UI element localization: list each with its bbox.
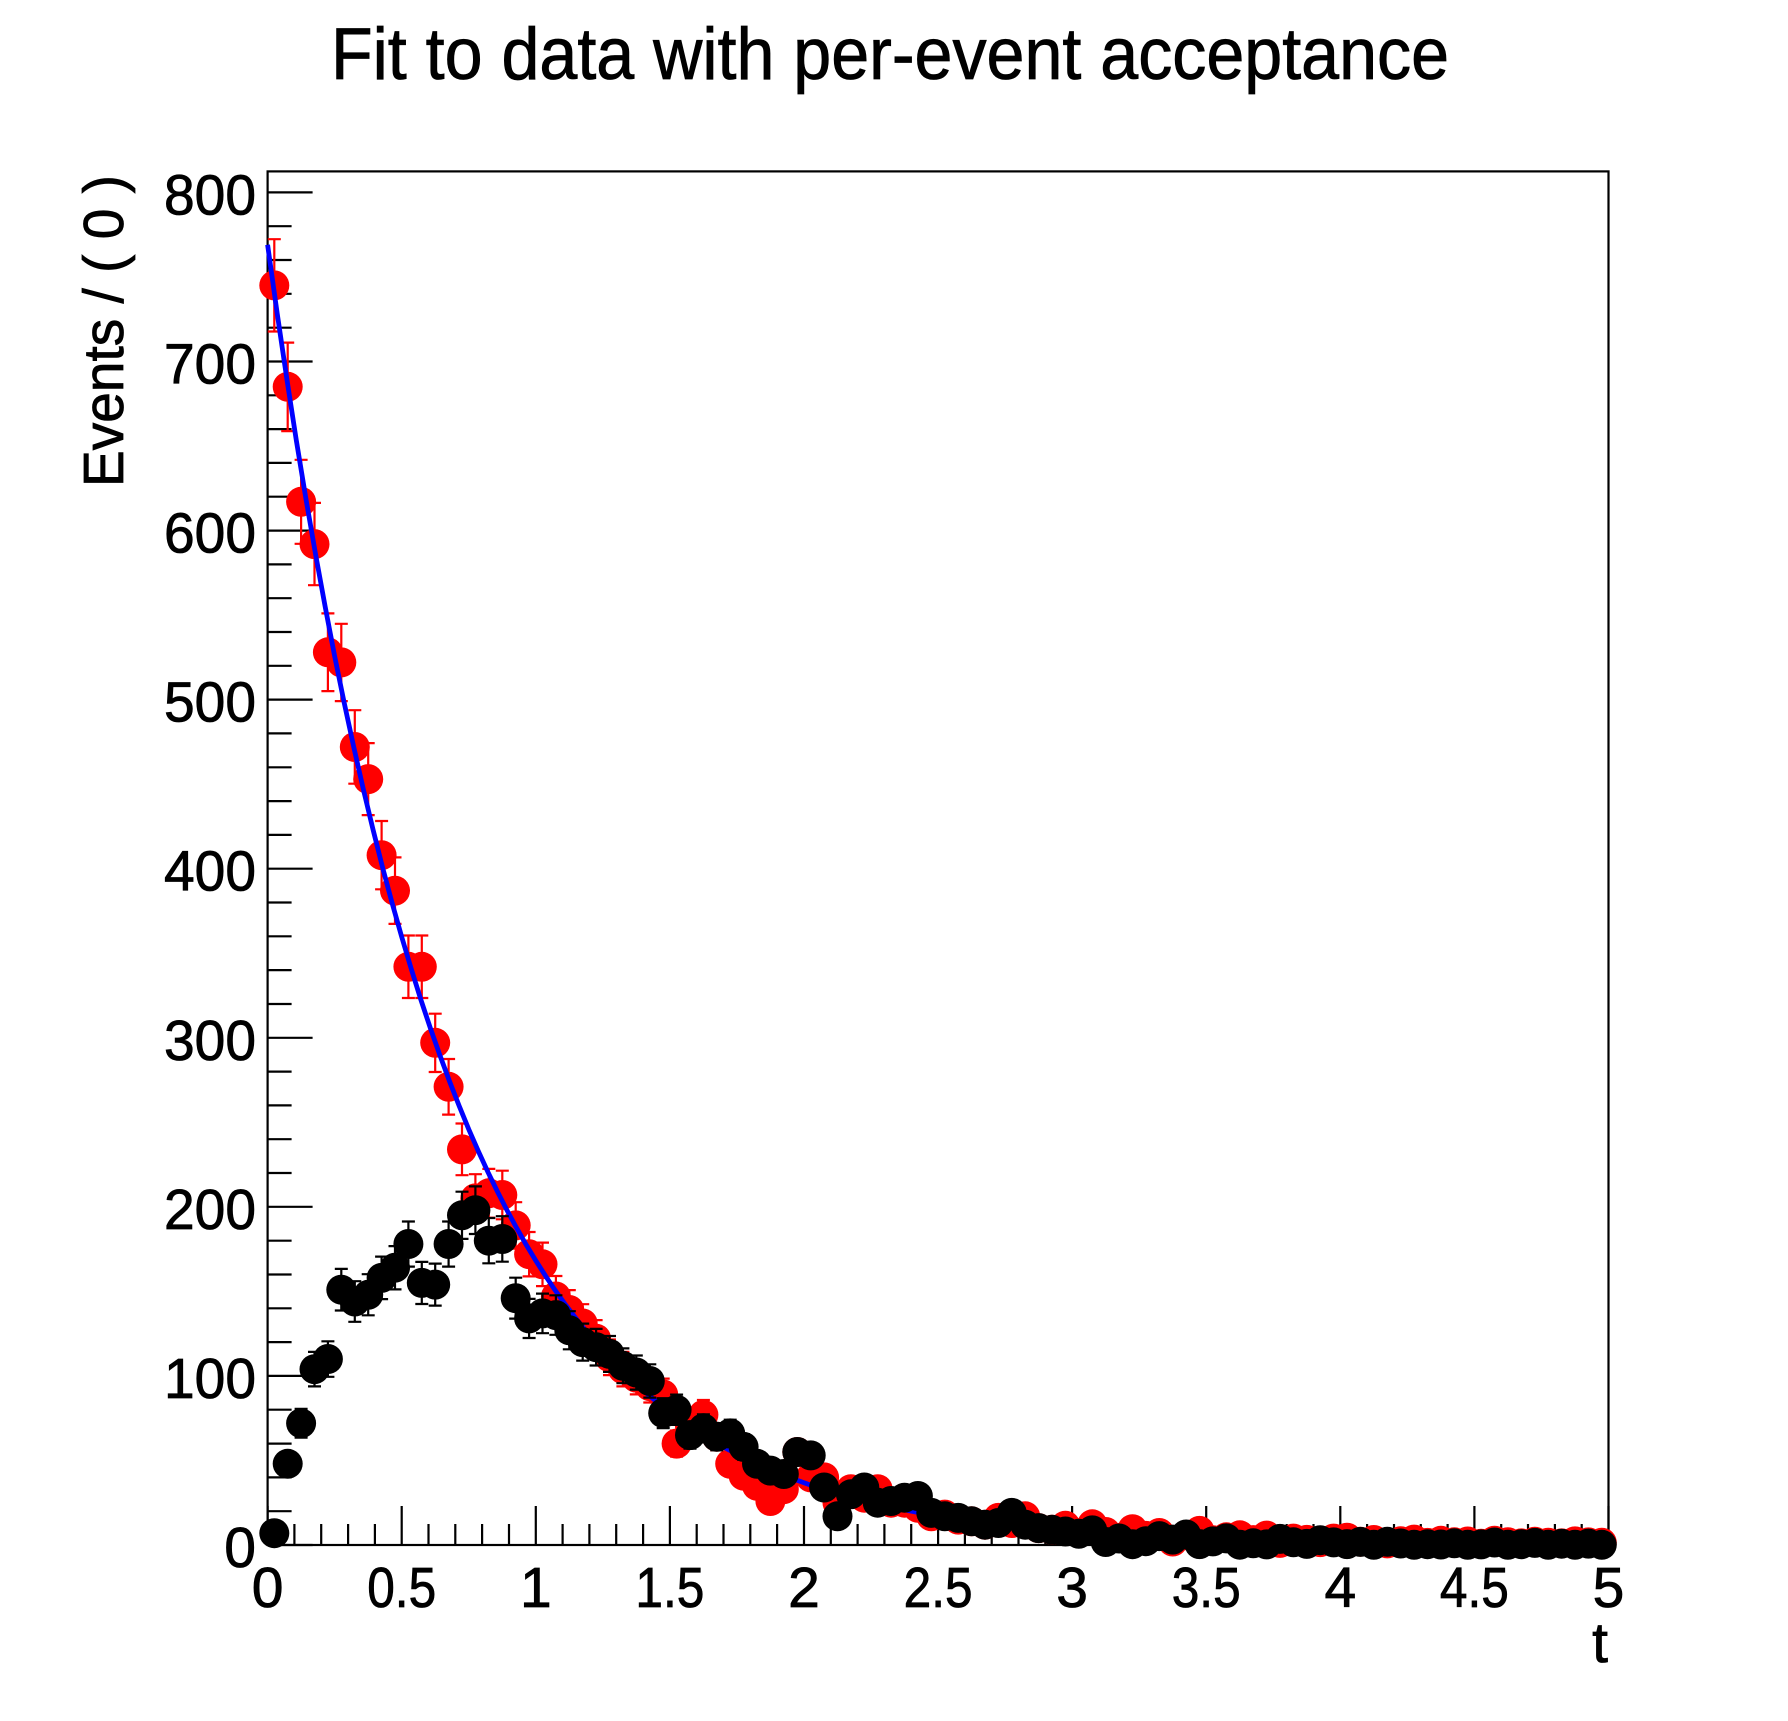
svg-text:400: 400 [164, 840, 256, 904]
svg-text:4.5: 4.5 [1440, 1556, 1509, 1620]
svg-text:Events / ( 0 ): Events / ( 0 ) [72, 175, 136, 487]
svg-text:700: 700 [164, 333, 256, 397]
svg-text:1.5: 1.5 [635, 1556, 704, 1620]
svg-text:100: 100 [164, 1347, 256, 1411]
svg-text:0.5: 0.5 [367, 1556, 436, 1620]
svg-text:0: 0 [224, 1516, 256, 1580]
svg-text:Fit to data with per-event acc: Fit to data with per-event acceptance [331, 14, 1449, 95]
svg-text:4: 4 [1324, 1556, 1356, 1620]
svg-text:3.5: 3.5 [1172, 1556, 1241, 1620]
svg-text:t: t [1592, 1611, 1608, 1675]
svg-text:500: 500 [164, 671, 256, 735]
svg-text:5: 5 [1593, 1556, 1625, 1620]
svg-text:2: 2 [788, 1556, 820, 1620]
svg-text:0: 0 [252, 1556, 284, 1620]
svg-text:200: 200 [164, 1178, 256, 1242]
svg-text:1: 1 [520, 1556, 552, 1620]
svg-text:600: 600 [164, 502, 256, 566]
svg-text:300: 300 [164, 1009, 256, 1073]
svg-text:800: 800 [164, 163, 256, 227]
svg-text:2.5: 2.5 [904, 1556, 973, 1620]
svg-text:3: 3 [1056, 1556, 1088, 1620]
